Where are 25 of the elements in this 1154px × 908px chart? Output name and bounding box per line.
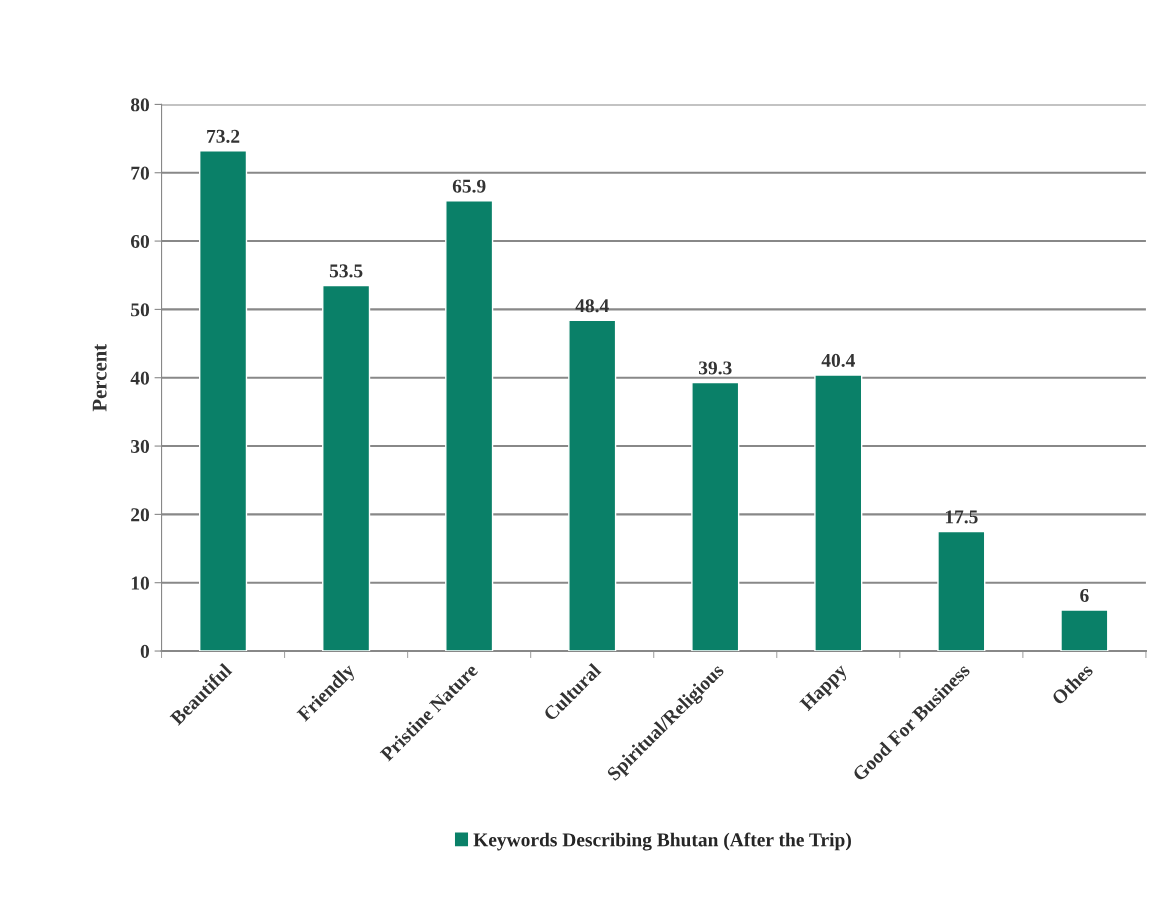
y-tick-label: 0 — [140, 644, 150, 658]
data-label: 40.4 — [821, 353, 855, 368]
bar — [445, 200, 494, 652]
data-label: 65.9 — [452, 179, 486, 193]
legend-label: Keywords Describing Bhutan (After the Trip) — [473, 832, 851, 851]
y-tick-label: 40 — [130, 371, 150, 385]
y-tick-label: 50 — [131, 303, 150, 317]
y-tick-label: 30 — [131, 439, 150, 453]
bar — [568, 319, 617, 652]
bar — [199, 150, 248, 652]
data-label: 73.2 — [207, 129, 240, 143]
data-label: 39.3 — [698, 361, 732, 375]
data-label: 6 — [1080, 588, 1089, 602]
y-tick-label: 10 — [131, 576, 150, 590]
bar — [322, 284, 371, 652]
y-tick-label: 60 — [130, 234, 150, 249]
bar — [814, 374, 863, 652]
y-axis-title: Percent — [92, 343, 107, 412]
bar — [937, 530, 986, 652]
y-tick-label: 20 — [131, 508, 150, 522]
y-tick-label: 70 — [131, 166, 150, 180]
data-label: 53.5 — [329, 264, 363, 278]
bar — [1060, 609, 1109, 652]
y-tick-label: 80 — [130, 98, 150, 112]
bar — [691, 381, 740, 652]
